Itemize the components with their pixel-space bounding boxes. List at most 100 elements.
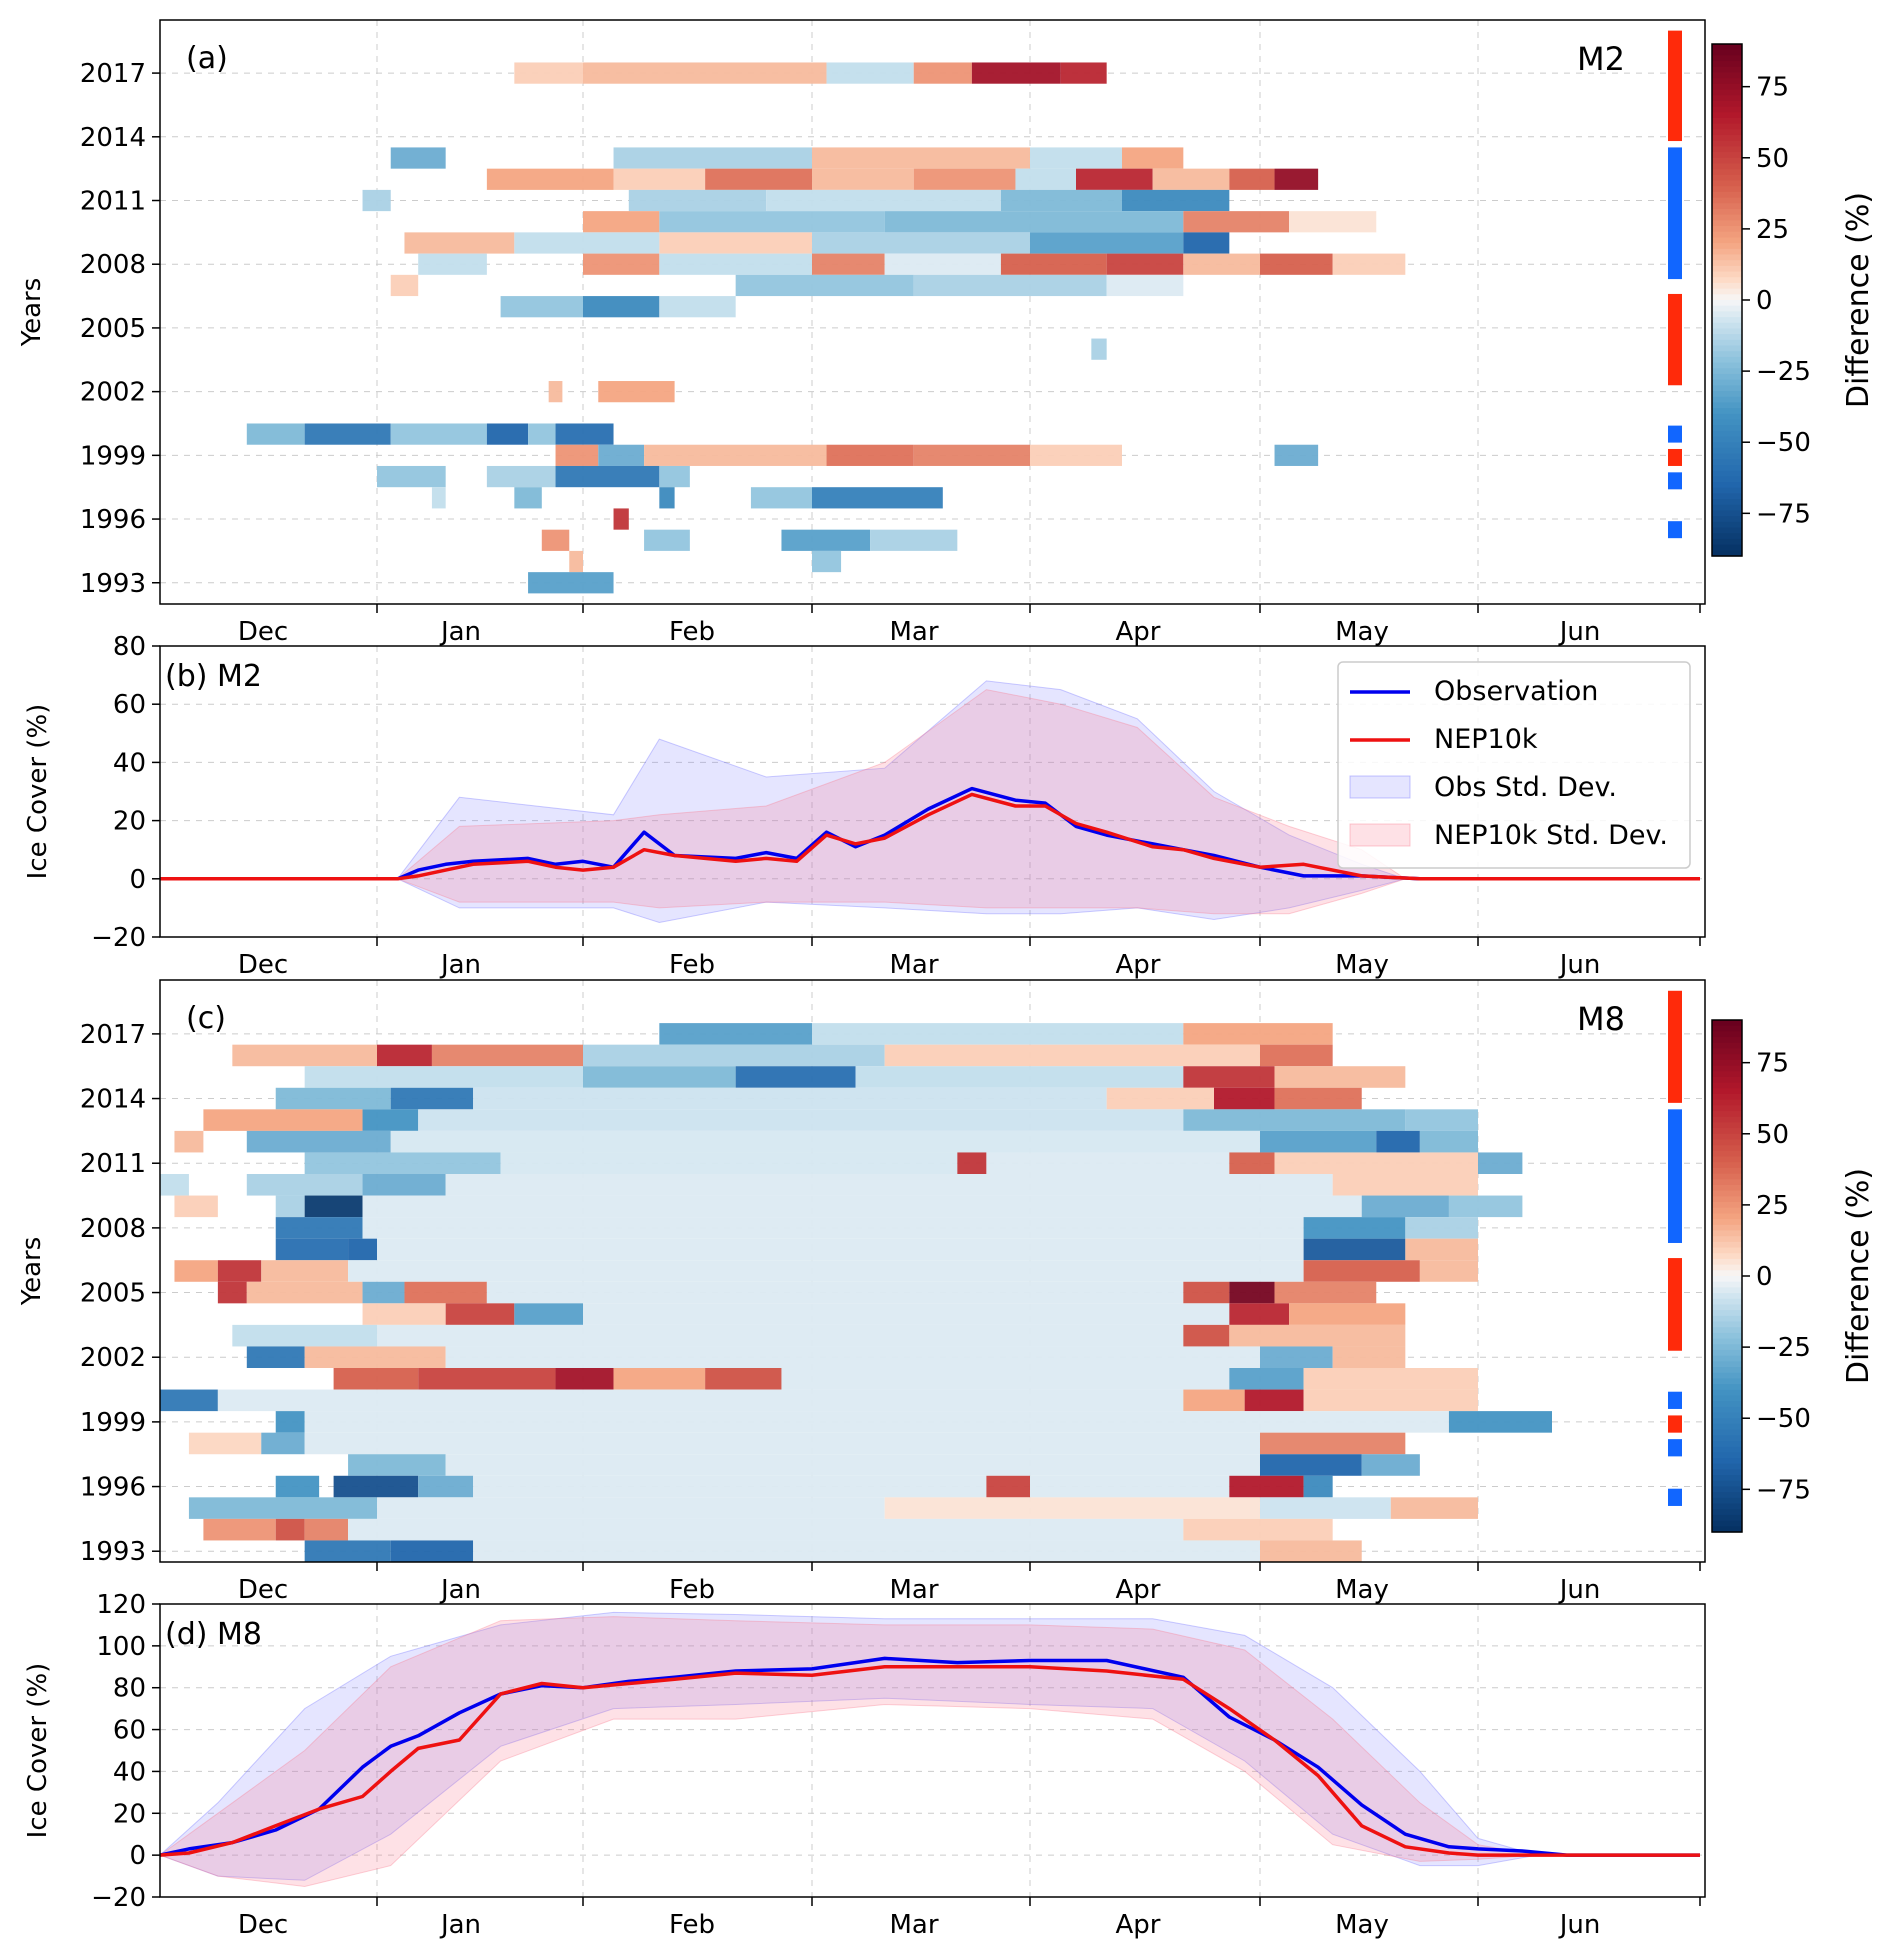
colorbar-swatch [1712, 1349, 1742, 1357]
heatmap-cell [583, 211, 660, 233]
y-tick-label: 120 [96, 1590, 146, 1620]
colorbar-swatch [1712, 1219, 1742, 1226]
heatmap-cell [1303, 1238, 1406, 1261]
heatmap-cell [1303, 1389, 1478, 1412]
colorbar-swatch [1712, 1480, 1742, 1488]
colorbar-tick-label: −25 [1756, 357, 1811, 387]
heatmap-cell [377, 1324, 1184, 1347]
colorbar-swatch [1712, 413, 1742, 421]
sign-bar-positive [1668, 30, 1682, 142]
heatmap-cell [1260, 1346, 1333, 1368]
colorbar-swatch [1712, 117, 1742, 125]
x-tick-label-may: May [1335, 1910, 1389, 1940]
x-tick-label-mar: Mar [889, 950, 938, 980]
heatmap-cell [486, 1281, 1184, 1304]
x-tick-label-apr: Apr [1116, 1910, 1161, 1940]
colorbar-swatch [1712, 288, 1742, 295]
colorbar-swatch [1712, 254, 1742, 261]
x-tick-label-jun: Jun [1558, 950, 1601, 980]
colorbar-swatch [1712, 277, 1742, 284]
colorbar-swatch [1712, 499, 1742, 506]
heatmap-cell [1183, 1281, 1230, 1304]
colorbar-swatch [1712, 300, 1742, 307]
heatmap-cell [1183, 1389, 1245, 1412]
heatmap-cell [1274, 1281, 1377, 1304]
x-tick-label-jan: Jan [439, 1575, 481, 1605]
colorbar-swatch [1712, 55, 1742, 62]
colorbar-swatch [1712, 1389, 1742, 1397]
heatmap-cell [514, 62, 583, 84]
heatmap-cell [986, 1475, 1030, 1498]
heatmap-cell [1030, 444, 1122, 466]
heatmap-cell [986, 1152, 1230, 1174]
heatmap-cell [1274, 1152, 1478, 1174]
x-tick-label-may: May [1335, 1575, 1389, 1605]
colorbar-swatch [1712, 1429, 1742, 1436]
heatmap-cell [1060, 62, 1107, 84]
heatmap-cell [613, 1368, 706, 1390]
colorbar-swatch [1712, 1088, 1742, 1095]
colorbar-swatch [1712, 516, 1742, 523]
heatmap-cell [555, 444, 599, 466]
heatmap-cell [304, 1346, 446, 1368]
nep10k-line [160, 792, 1700, 881]
heatmap-cell [418, 1368, 556, 1390]
colorbar-swatch [1712, 459, 1742, 466]
heatmap-cell [644, 444, 827, 466]
colorbar-tick-label: 25 [1756, 1191, 1789, 1221]
heatmap-cell [1030, 1475, 1230, 1498]
colorbar-tick-label: −25 [1756, 1333, 1811, 1363]
colorbar-swatch [1712, 1412, 1742, 1419]
colorbar-swatch [1712, 1253, 1742, 1260]
heatmap-cell [1405, 1217, 1478, 1239]
heatmap-cell [377, 1497, 885, 1519]
colorbar-swatch [1712, 1395, 1742, 1402]
x-tick-label-apr: Apr [1116, 950, 1161, 980]
heatmap-cell [1183, 232, 1230, 254]
heatmap-cell [304, 1432, 1261, 1455]
colorbar-swatch [1712, 1321, 1742, 1328]
heatmap-cell [1332, 253, 1406, 275]
heatmap-cell [1332, 1174, 1478, 1196]
heatmap-cell [217, 1389, 1184, 1412]
sign-bar-negative [1668, 1109, 1682, 1243]
legend-label: NEP10k [1434, 724, 1538, 755]
colorbar-swatch [1712, 89, 1742, 96]
sign-bar-positive [1668, 448, 1682, 466]
colorbar-swatch [1712, 1406, 1742, 1414]
colorbar-tick-label: 75 [1756, 73, 1789, 103]
colorbar-swatch [1712, 248, 1742, 256]
heatmap-cell [613, 508, 629, 530]
colorbar-swatch [1712, 294, 1742, 301]
heatmap-cell [659, 211, 885, 233]
colorbar-swatch [1712, 1304, 1742, 1311]
colorbar-swatch [1712, 1196, 1742, 1203]
heatmap-cell [613, 147, 812, 169]
heatmap-cell [598, 381, 675, 403]
colorbar-swatch [1712, 1031, 1742, 1038]
y-tick-label: 0 [129, 1841, 146, 1871]
heatmap-cell [1274, 444, 1319, 466]
colorbar-swatch [1712, 163, 1742, 170]
heatmap-cell [913, 168, 1016, 190]
panel-label: (d) M8 [165, 1617, 262, 1652]
y-tick-label: 80 [113, 632, 146, 662]
colorbar-swatch [1712, 487, 1742, 495]
station-label: M8 [1577, 1000, 1625, 1038]
heatmap-cell [390, 1130, 1260, 1153]
colorbar-swatch [1712, 1332, 1742, 1340]
colorbar-swatch [1712, 425, 1742, 432]
heatmap-cell [390, 147, 446, 169]
colorbar-swatch [1712, 1367, 1742, 1374]
heatmap-cell [304, 1195, 363, 1218]
panel-label: (b) M2 [165, 659, 262, 694]
colorbar-swatch [1712, 1298, 1742, 1306]
heatmap-cell [913, 444, 1030, 466]
y-tick-label: 1999 [80, 441, 146, 471]
heatmap-cell [1332, 1346, 1406, 1368]
heatmap-cell [659, 253, 812, 275]
colorbar-swatch [1712, 544, 1742, 551]
colorbar-swatch [1712, 1514, 1742, 1522]
heatmap-cell [404, 232, 515, 254]
colorbar-swatch [1712, 49, 1742, 56]
